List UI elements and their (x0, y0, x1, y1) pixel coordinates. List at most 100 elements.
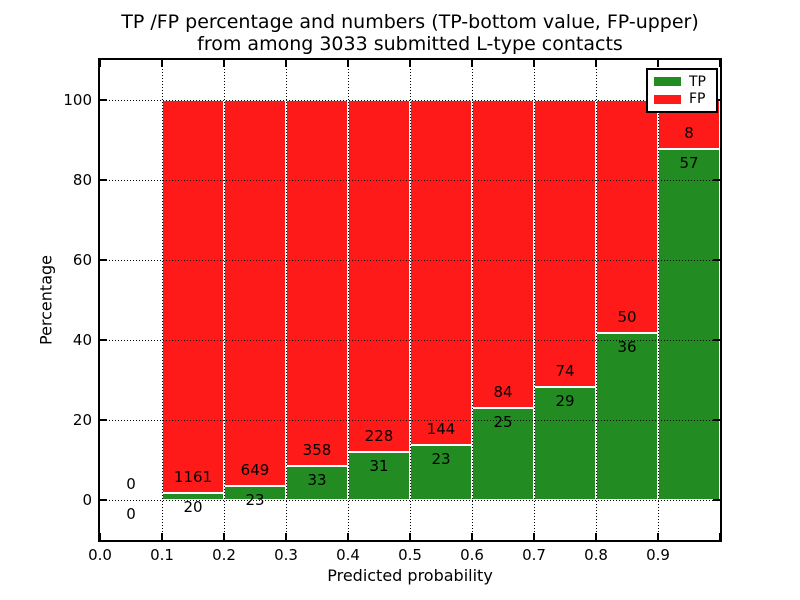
x-tick-label: 0.8 (584, 546, 608, 564)
chart-title: TP /FP percentage and numbers (TP-bottom… (100, 11, 720, 55)
y-tick-mark (713, 179, 720, 181)
y-tick-label: 100 (63, 91, 92, 109)
y-axis-label: Percentage (36, 254, 56, 346)
count-label-fp: 84 (493, 383, 513, 402)
count-label-fp: 649 (240, 461, 270, 480)
x-tick-mark (471, 533, 473, 540)
chart-title-line2: from among 3033 submitted L-type contact… (197, 33, 623, 55)
chart-title-line1: TP /FP percentage and numbers (TP-bottom… (121, 11, 699, 33)
x-tick-mark (595, 533, 597, 540)
x-tick-mark (223, 60, 225, 67)
x-tick-mark (409, 60, 411, 67)
x-tick-mark (471, 60, 473, 67)
x-tick-mark (347, 60, 349, 67)
gridline-vertical (658, 60, 659, 540)
count-label-fp: 144 (426, 419, 456, 438)
y-tick-mark (100, 99, 107, 101)
x-tick-mark (285, 533, 287, 540)
count-label-fp: 0 (126, 475, 136, 493)
gridline-vertical (162, 60, 163, 540)
count-label-tp: 31 (369, 457, 389, 476)
bar-fp-segment (224, 100, 286, 487)
y-tick-mark (100, 419, 107, 421)
tp-color-swatch (654, 77, 681, 87)
bar-fp-segment (596, 100, 658, 333)
count-label-tp: 33 (307, 471, 327, 490)
x-tick-label: 0.7 (522, 546, 546, 564)
count-label-tp: 20 (183, 498, 203, 517)
gridline-vertical (472, 60, 473, 540)
bar-fp-segment (534, 100, 596, 388)
gridline-vertical (348, 60, 349, 540)
gridline-vertical (410, 60, 411, 540)
y-tick-label: 80 (72, 171, 92, 189)
x-tick-mark (347, 533, 349, 540)
y-tick-mark (713, 259, 720, 261)
gridline-horizontal (100, 100, 720, 101)
count-label-tp: 0 (126, 505, 136, 523)
x-tick-mark (99, 533, 101, 540)
count-label-tp: 23 (245, 491, 265, 510)
y-tick-mark (100, 499, 107, 501)
y-tick-label: 0 (82, 491, 92, 509)
gridline-horizontal (100, 420, 720, 421)
y-tick-mark (100, 259, 107, 261)
x-tick-mark (533, 533, 535, 540)
legend-label-fp: FP (689, 91, 706, 108)
bar-fp-segment (286, 100, 348, 467)
x-tick-mark (99, 60, 101, 67)
count-label-fp: 8 (684, 124, 694, 143)
count-label-fp: 228 (364, 427, 394, 446)
y-tick-label: 20 (72, 411, 92, 429)
fp-color-swatch (654, 94, 681, 104)
count-label-fp: 358 (302, 441, 332, 460)
gridline-vertical (534, 60, 535, 540)
x-tick-mark (223, 533, 225, 540)
count-label-tp: 57 (679, 154, 699, 173)
count-label-fp: 1161 (173, 468, 213, 487)
x-tick-mark (719, 533, 721, 540)
bar-tp-segment (596, 332, 658, 500)
x-tick-label: 0.6 (460, 546, 484, 564)
x-tick-mark (285, 60, 287, 67)
legend: TP FP (646, 68, 718, 113)
bar-tp-segment (472, 408, 534, 500)
gridline-horizontal (100, 180, 720, 181)
gridline-vertical (224, 60, 225, 540)
y-tick-label: 60 (72, 251, 92, 269)
x-tick-label: 0.1 (150, 546, 174, 564)
gridline-horizontal (100, 340, 720, 341)
y-tick-mark (713, 339, 720, 341)
legend-item-fp: FP (654, 91, 710, 107)
gridline-horizontal (100, 500, 720, 501)
x-tick-mark (719, 60, 721, 67)
y-tick-mark (713, 499, 720, 501)
x-tick-mark (595, 60, 597, 67)
y-tick-mark (100, 179, 107, 181)
count-label-fp: 74 (555, 362, 575, 381)
count-label-tp: 36 (617, 337, 637, 356)
gridline-vertical (596, 60, 597, 540)
x-tick-mark (657, 533, 659, 540)
bar-fp-segment (348, 100, 410, 453)
y-tick-mark (713, 419, 720, 421)
legend-label-tp: TP (689, 73, 706, 90)
bar-fp-segment (410, 100, 472, 445)
x-tick-mark (161, 533, 163, 540)
legend-item-tp: TP (654, 74, 710, 90)
x-axis-label: Predicted probability (327, 566, 493, 585)
count-label-tp: 23 (431, 449, 451, 468)
x-tick-mark (657, 60, 659, 67)
x-tick-label: 0.3 (274, 546, 298, 564)
bar-fp-segment (472, 100, 534, 409)
x-tick-mark (409, 533, 411, 540)
x-tick-label: 0.0 (88, 546, 112, 564)
x-tick-label: 0.9 (646, 546, 670, 564)
gridline-vertical (286, 60, 287, 540)
gridline-horizontal (100, 260, 720, 261)
y-tick-mark (100, 339, 107, 341)
count-label-tp: 25 (493, 413, 513, 432)
bar-fp-segment (162, 100, 224, 494)
count-label-tp: 29 (555, 392, 575, 411)
plot-area: 0 0 1161 20 649 23 358 33 228 31 144 23 84 25 74 29 50 36… (63, 60, 721, 564)
